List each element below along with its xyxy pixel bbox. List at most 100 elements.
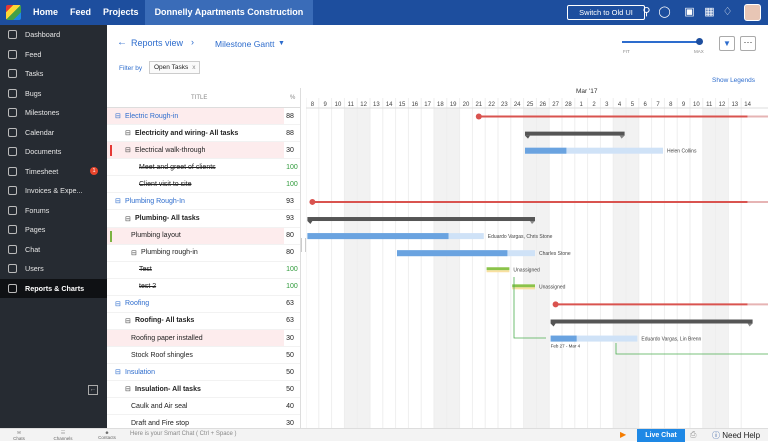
task-title[interactable]: Test xyxy=(139,266,152,274)
reports-view-link[interactable]: Reports view xyxy=(131,38,184,48)
document-icon xyxy=(8,147,17,157)
task-title-cell: ⊟ Plumbing Rough-In xyxy=(107,193,284,209)
switch-old-ui-button[interactable]: Switch to Old UI xyxy=(567,5,645,20)
contacts-icon[interactable]: ☻ Contacts xyxy=(98,430,116,440)
smart-chat-input[interactable]: Here is your Smart Chat ( Ctrl + Space ) xyxy=(130,431,237,437)
live-chat-button[interactable]: Live Chat xyxy=(637,429,685,442)
table-row[interactable]: Stock Roof shingles 50 xyxy=(107,347,300,365)
collapse-toggle-icon[interactable]: ⊟ xyxy=(115,300,121,308)
sidebar-item-timesheet[interactable]: Timesheet 1 xyxy=(0,162,107,182)
print-icon[interactable]: ⎙ xyxy=(690,430,697,439)
table-row[interactable]: ⊟ Electrical walk-through 30 xyxy=(107,142,300,160)
table-row[interactable]: ⊟ Roofing 63 xyxy=(107,296,300,313)
nav-home[interactable]: Home xyxy=(33,7,59,17)
sidebar-item-invoices-expe[interactable]: Invoices & Expe... xyxy=(0,181,107,201)
close-icon[interactable]: x xyxy=(192,64,196,71)
sidebar-item-dashboard[interactable]: Dashboard xyxy=(0,25,107,45)
task-title[interactable]: Plumbing rough-in xyxy=(141,249,198,257)
collapse-toggle-icon[interactable]: ⊟ xyxy=(125,317,131,325)
collapse-toggle-icon[interactable]: ⊟ xyxy=(125,147,131,155)
task-title[interactable]: Plumbing layout xyxy=(131,232,181,240)
collapse-toggle-icon[interactable]: ⊟ xyxy=(125,386,131,394)
zoom-slider-handle[interactable] xyxy=(696,38,703,45)
task-title[interactable]: Insulation xyxy=(125,368,155,376)
zoom-slider[interactable] xyxy=(622,41,700,43)
task-title[interactable]: Roofing- All tasks xyxy=(135,317,195,325)
need-help-button[interactable]: ⓘ Need Help xyxy=(712,430,760,441)
settings-icon[interactable]: ▣ xyxy=(684,6,695,18)
task-title[interactable]: Insulation- All tasks xyxy=(135,385,201,393)
title-column-header[interactable]: TITLE xyxy=(191,95,208,101)
play-icon[interactable]: ▶ xyxy=(620,430,627,439)
chevron-down-icon[interactable]: ▼ xyxy=(278,40,285,47)
table-row[interactable]: Draft and Fire stop 30 xyxy=(107,415,300,428)
view-selector[interactable]: Milestone Gantt xyxy=(215,39,275,49)
collapse-toggle-icon[interactable]: ⊟ xyxy=(125,215,131,223)
sidebar-item-tasks[interactable]: Tasks xyxy=(0,64,107,84)
sidebar-item-pages[interactable]: Pages xyxy=(0,220,107,240)
channels-icon[interactable]: ☷ Channels xyxy=(53,430,73,441)
table-row[interactable]: Test 100 xyxy=(107,262,300,279)
user-avatar[interactable] xyxy=(744,4,761,21)
collapse-sidebar-icon[interactable]: ← xyxy=(88,385,98,395)
sidebar-item-chat[interactable]: Chat xyxy=(0,240,107,260)
collapse-toggle-icon[interactable]: ⊟ xyxy=(115,113,121,121)
app-logo[interactable] xyxy=(0,0,27,25)
calendar-icon[interactable]: ▦ xyxy=(704,6,715,18)
table-row[interactable]: Meet and greet of clients 100 xyxy=(107,159,300,177)
task-title[interactable]: Plumbing Rough-In xyxy=(125,197,185,205)
table-row[interactable]: Roofing paper installed 30 xyxy=(107,330,300,348)
table-row[interactable]: ⊟ Insulation 50 xyxy=(107,364,300,382)
table-row[interactable]: ⊟ Insulation- All tasks 50 xyxy=(107,381,300,399)
table-row[interactable]: ⊟ Plumbing Rough-In 93 xyxy=(107,193,300,211)
filter-chip[interactable]: Open Tasks x xyxy=(149,61,201,74)
chats-icon[interactable]: ✉ Chats xyxy=(13,430,25,441)
collapse-toggle-icon[interactable]: ⊟ xyxy=(115,369,121,377)
gamepad-icon[interactable]: ◯ xyxy=(658,6,671,18)
filter-icon[interactable]: ▼ xyxy=(719,36,735,51)
collapse-toggle-icon[interactable]: ⊟ xyxy=(125,130,131,138)
collapse-toggle-icon[interactable]: ⊟ xyxy=(115,198,121,206)
table-row[interactable]: ⊟ Plumbing rough-in 80 xyxy=(107,245,300,262)
sidebar-item-documents[interactable]: Documents xyxy=(0,142,107,162)
search-icon[interactable]: ⚲ xyxy=(642,6,651,18)
percent-column-header[interactable]: % xyxy=(290,95,296,101)
task-title[interactable]: Draft and Fire stop xyxy=(131,419,189,427)
table-row[interactable]: Plumbing layout 80 xyxy=(107,227,300,245)
task-title[interactable]: Plumbing- All tasks xyxy=(135,215,200,222)
more-options-icon[interactable]: ⋯ xyxy=(740,36,756,51)
task-title[interactable]: Electrical walk-through xyxy=(135,146,206,154)
back-arrow-icon[interactable]: ← xyxy=(117,37,127,48)
task-title[interactable]: Electric Rough-in xyxy=(125,112,179,120)
show-legends-link[interactable]: Show Legends xyxy=(712,77,756,84)
table-row[interactable]: Client visit to site 100 xyxy=(107,176,300,194)
task-title[interactable]: Caulk and Air seal xyxy=(131,402,188,410)
task-progress-bar xyxy=(550,335,577,342)
table-row[interactable]: ⊟ Electricity and wiring- All tasks 88 xyxy=(107,125,300,143)
table-row[interactable]: ⊟ Electric Rough-in 88 xyxy=(107,108,300,126)
task-title[interactable]: Roofing paper installed xyxy=(131,334,203,342)
bell-icon[interactable]: ♢ xyxy=(722,6,733,18)
table-row[interactable]: ⊟ Roofing- All tasks 63 xyxy=(107,313,300,331)
sidebar-item-milestones[interactable]: Milestones xyxy=(0,103,107,123)
sidebar-item-bugs[interactable]: Bugs xyxy=(0,84,107,104)
sidebar-item-reports-charts[interactable]: Reports & Charts xyxy=(0,278,107,298)
sidebar-item-forums[interactable]: Forums xyxy=(0,201,107,221)
task-title[interactable]: Electricity and wiring- All tasks xyxy=(135,129,239,137)
task-title[interactable]: Roofing xyxy=(125,300,150,308)
current-project[interactable]: Donnelly Apartments Construction xyxy=(144,0,314,25)
collapse-toggle-icon[interactable]: ⊟ xyxy=(131,249,137,257)
sidebar-item-feed[interactable]: Feed xyxy=(0,45,107,65)
task-title[interactable]: Meet and greet of clients xyxy=(139,163,216,171)
users-icon xyxy=(8,264,17,274)
sidebar-item-users[interactable]: Users xyxy=(0,259,107,279)
table-row[interactable]: ⊟ Plumbing- All tasks 93 xyxy=(107,210,300,228)
task-title[interactable]: Client visit to site xyxy=(139,180,192,188)
nav-projects[interactable]: Projects xyxy=(103,7,139,17)
table-row[interactable]: test 2 100 xyxy=(107,279,300,296)
task-title[interactable]: Stock Roof shingles xyxy=(131,351,193,359)
sidebar-item-calendar[interactable]: Calendar xyxy=(0,123,107,143)
task-title[interactable]: test 2 xyxy=(139,283,157,291)
table-row[interactable]: Caulk and Air seal 40 xyxy=(107,398,300,416)
nav-feed[interactable]: Feed xyxy=(70,7,92,17)
